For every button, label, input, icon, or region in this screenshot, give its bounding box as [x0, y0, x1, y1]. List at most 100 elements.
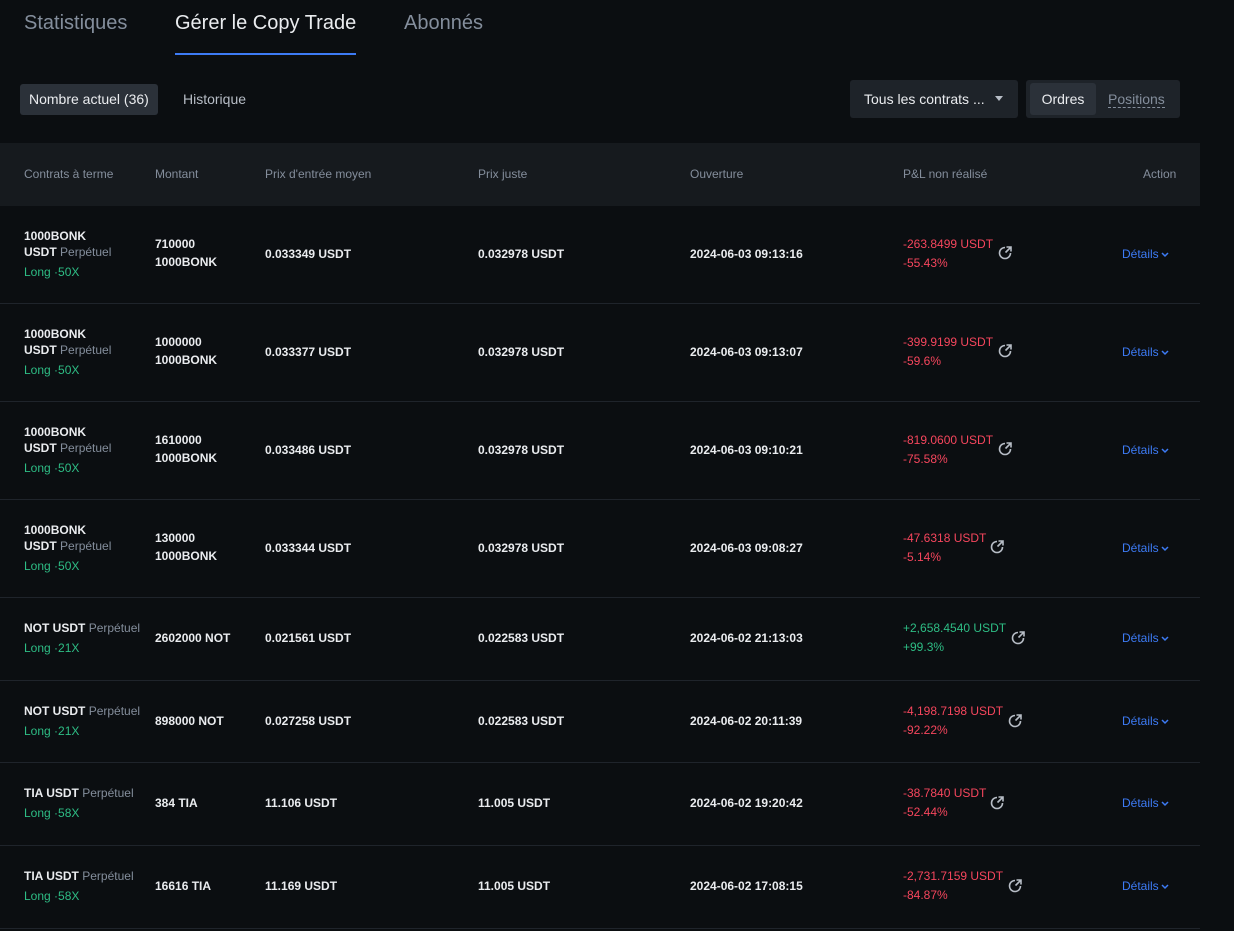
unrealized-pnl: -38.7840 USDT -52.44%: [903, 786, 987, 819]
unrealized-pnl: -819.0600 USDT -75.58%: [903, 433, 994, 466]
position-side: Long ·50X: [24, 559, 80, 573]
entry-price: 0.033377 USDT: [265, 345, 352, 359]
chevron-down-icon: [1161, 636, 1169, 641]
orders-toggle-button[interactable]: Ordres: [1030, 83, 1096, 115]
share-icon[interactable]: [997, 245, 1013, 261]
entry-price: 0.033344 USDT: [265, 541, 352, 555]
open-time: 2024-06-02 21:13:03: [690, 631, 803, 645]
table-row: NOT USDT Perpétuel Long ·21X 898000 NOT …: [0, 681, 1200, 763]
unrealized-pnl: -263.8499 USDT -55.43%: [903, 237, 994, 270]
table-row: TIA USDT Perpétuel Long ·58X 16616 TIA 1…: [0, 846, 1200, 929]
contract-symbol: NOT USDT Perpétuel: [24, 621, 141, 635]
amount: 898000 NOT: [155, 714, 224, 728]
details-button[interactable]: Détails: [1122, 879, 1169, 893]
active-tab-indicator: [175, 53, 356, 55]
unrealized-pnl: -2,731.7159 USDT -84.87%: [903, 869, 1004, 902]
chevron-down-icon: [1161, 448, 1169, 453]
table-header: Contrats à terme Montant Prix d'entrée m…: [0, 143, 1200, 206]
entry-price: 0.033486 USDT: [265, 443, 352, 457]
header-entry-price: Prix d'entrée moyen: [265, 167, 372, 181]
amount: 710000 1000BONK: [155, 237, 218, 269]
contract-symbol: TIA USDT Perpétuel: [24, 869, 134, 883]
fair-price: 11.005 USDT: [478, 796, 551, 810]
positions-toggle-button[interactable]: Positions: [1108, 83, 1165, 115]
share-icon[interactable]: [1007, 878, 1023, 894]
history-tab[interactable]: Historique: [183, 91, 247, 107]
top-tabs: Statistiques Gérer le Copy Trade Abonnés: [0, 0, 1234, 56]
open-time: 2024-06-03 09:13:07: [690, 345, 803, 359]
position-side: Long ·58X: [24, 889, 80, 903]
contract-symbol: 1000BONK USDT Perpétuel: [24, 327, 112, 357]
entry-price: 11.106 USDT: [265, 796, 338, 810]
details-button[interactable]: Détails: [1122, 714, 1169, 728]
contract-symbol: 1000BONK USDT Perpétuel: [24, 229, 112, 259]
position-side: Long ·21X: [24, 724, 80, 738]
open-time: 2024-06-02 19:20:42: [690, 796, 803, 810]
amount: 1610000 1000BONK: [155, 433, 218, 465]
unrealized-pnl: +2,658.4540 USDT +99.3%: [903, 621, 1007, 654]
unrealized-pnl: -47.6318 USDT -5.14%: [903, 531, 987, 564]
chevron-down-icon: [1161, 546, 1169, 551]
share-icon[interactable]: [1007, 713, 1023, 729]
share-icon[interactable]: [989, 795, 1005, 811]
unrealized-pnl: -4,198.7198 USDT -92.22%: [903, 704, 1004, 737]
open-time: 2024-06-03 09:10:21: [690, 443, 803, 457]
open-time: 2024-06-03 09:08:27: [690, 541, 803, 555]
caret-down-icon: [995, 96, 1003, 101]
contract-symbol: 1000BONK USDT Perpétuel: [24, 523, 112, 553]
details-button[interactable]: Détails: [1122, 345, 1169, 359]
entry-price: 0.027258 USDT: [265, 714, 352, 728]
amount: 2602000 NOT: [155, 631, 231, 645]
share-icon[interactable]: [1010, 630, 1026, 646]
tab-subscribers[interactable]: Abonnés: [404, 12, 483, 34]
open-time: 2024-06-02 20:11:39: [690, 714, 803, 728]
fair-price: 0.032978 USDT: [478, 541, 565, 555]
amount: 16616 TIA: [155, 879, 212, 893]
chevron-down-icon: [1161, 801, 1169, 806]
header-unrealized-pnl: P&L non réalisé: [903, 167, 988, 181]
tab-manage-copy-trade[interactable]: Gérer le Copy Trade: [175, 12, 357, 34]
positions-toggle-label: Positions: [1108, 91, 1165, 108]
table-row: TIA USDT Perpétuel Long ·58X 384 TIA 11.…: [0, 763, 1200, 846]
chevron-down-icon: [1161, 252, 1169, 257]
chevron-down-icon: [1161, 884, 1169, 889]
fair-price: 0.032978 USDT: [478, 443, 565, 457]
details-button[interactable]: Détails: [1122, 443, 1169, 457]
current-count-tab[interactable]: Nombre actuel (36): [20, 84, 158, 115]
unrealized-pnl: -399.9199 USDT -59.6%: [903, 335, 994, 368]
share-icon[interactable]: [989, 539, 1005, 555]
amount: 130000 1000BONK: [155, 531, 218, 563]
view-toggle: Ordres Positions: [1026, 80, 1180, 118]
table-row: 1000BONK USDT Perpétuel Long ·50X 1000000…: [0, 304, 1200, 402]
contracts-filter-dropdown[interactable]: Tous les contrats ...: [850, 80, 1018, 118]
details-button[interactable]: Détails: [1122, 796, 1169, 810]
amount: 384 TIA: [155, 796, 198, 810]
share-icon[interactable]: [997, 343, 1013, 359]
entry-price: 11.169 USDT: [265, 879, 338, 893]
position-side: Long ·21X: [24, 641, 80, 655]
fair-price: 0.032978 USDT: [478, 247, 565, 261]
header-fair-price: Prix juste: [478, 167, 528, 181]
amount: 1000000 1000BONK: [155, 335, 218, 367]
details-button[interactable]: Détails: [1122, 541, 1169, 555]
position-side: Long ·50X: [24, 363, 80, 377]
chevron-down-icon: [1161, 719, 1169, 724]
details-button[interactable]: Détails: [1122, 631, 1169, 645]
position-side: Long ·50X: [24, 265, 80, 279]
toolbar: Nombre actuel (36) Historique Tous les c…: [0, 80, 1234, 120]
position-side: Long ·50X: [24, 461, 80, 475]
entry-price: 0.033349 USDT: [265, 247, 352, 261]
tab-statistics[interactable]: Statistiques: [24, 12, 128, 34]
fair-price: 0.032978 USDT: [478, 345, 565, 359]
table-row: 1000BONK USDT Perpétuel Long ·50X 710000 1…: [0, 206, 1200, 304]
fair-price: 0.022583 USDT: [478, 631, 565, 645]
position-side: Long ·58X: [24, 806, 80, 820]
details-button[interactable]: Détails: [1122, 247, 1169, 261]
fair-price: 11.005 USDT: [478, 879, 551, 893]
table-row: NOT USDT Perpétuel Long ·21X 2602000 NOT…: [0, 598, 1200, 681]
table-row: 1000BONK USDT Perpétuel Long ·50X 130000 1…: [0, 500, 1200, 598]
share-icon[interactable]: [997, 441, 1013, 457]
header-action: Action: [1143, 167, 1177, 181]
contract-symbol: NOT USDT Perpétuel: [24, 704, 141, 718]
chevron-down-icon: [1161, 350, 1169, 355]
